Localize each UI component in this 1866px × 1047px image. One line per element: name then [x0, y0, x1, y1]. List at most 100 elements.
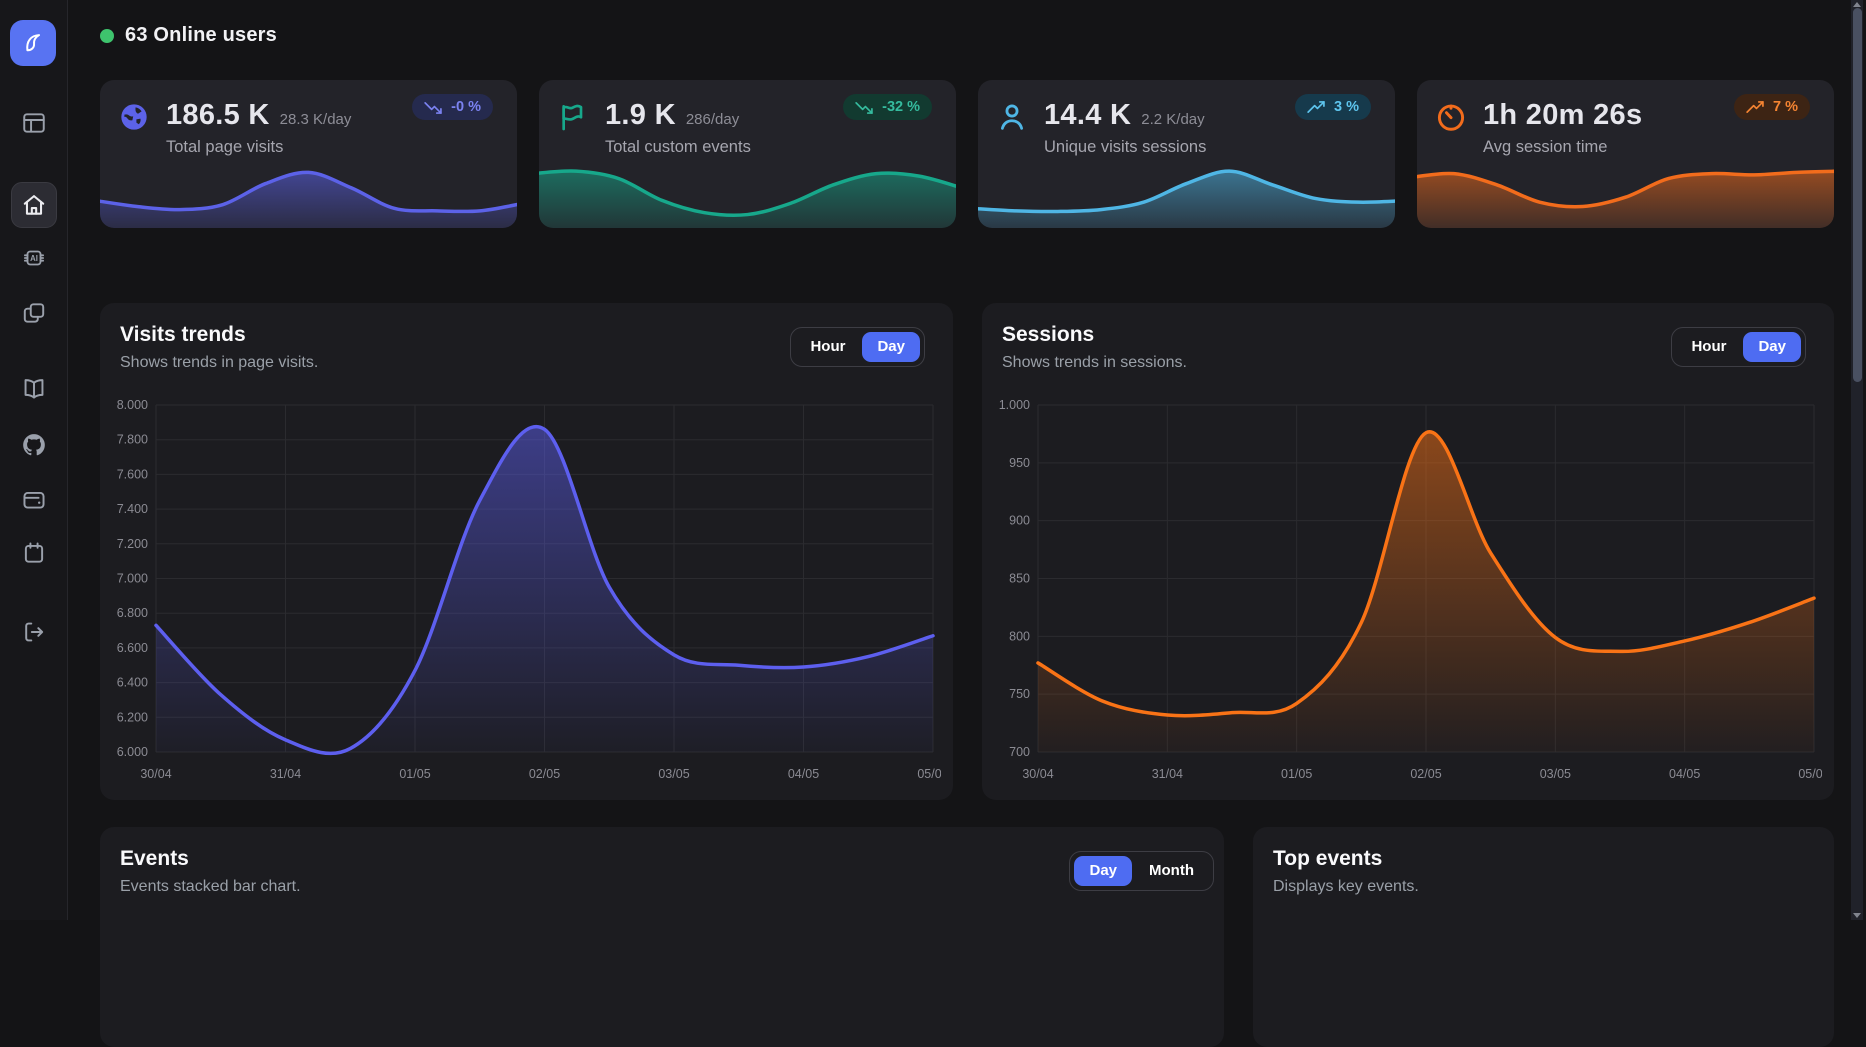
- svg-text:05/05: 05/05: [1798, 767, 1822, 781]
- stat-per-day: 2.2 K/day: [1141, 111, 1205, 128]
- svg-text:03/05: 03/05: [658, 767, 689, 781]
- svg-text:8.000: 8.000: [117, 398, 148, 412]
- stat-card-total-page-visits: 186.5 K 28.3 K/day Total page visits -0 …: [100, 80, 517, 228]
- sidebar-item-layout[interactable]: [21, 110, 47, 136]
- logout-icon: [24, 622, 43, 642]
- svg-text:05/05: 05/05: [917, 767, 941, 781]
- sidebar-item-copy[interactable]: [21, 300, 47, 326]
- stat-card-avg-session-time: 1h 20m 26s Avg session time 7 %: [1417, 80, 1834, 228]
- page-scrollbar[interactable]: [1851, 0, 1863, 920]
- sparkline-unique-sessions: [978, 152, 1395, 228]
- svg-text:30/04: 30/04: [1022, 767, 1053, 781]
- stat-card-total-custom-events: 1.9 K 286/day Total custom events -32 %: [539, 80, 956, 228]
- trend-badge-text: 3 %: [1334, 99, 1359, 115]
- sidebar-item-logout[interactable]: [21, 619, 47, 645]
- sidebar-item-home[interactable]: [10, 182, 57, 228]
- timer-icon: [1435, 101, 1467, 133]
- stat-label: Unique visits sessions: [1044, 138, 1207, 156]
- sessions-title: Sessions: [1002, 323, 1095, 346]
- visits-hour-day-toggle: Hour Day: [790, 327, 925, 367]
- svg-text:700: 700: [1009, 745, 1030, 759]
- svg-text:850: 850: [1009, 572, 1030, 586]
- sidebar-item-docs[interactable]: [21, 376, 47, 402]
- svg-text:31/04: 31/04: [1152, 767, 1183, 781]
- visits-trends-card: Visits trends Shows trends in page visit…: [100, 303, 953, 800]
- stat-value: 1.9 K: [605, 99, 676, 131]
- svg-text:950: 950: [1009, 456, 1030, 470]
- svg-text:04/05: 04/05: [788, 767, 819, 781]
- trend-badge-text: -32 %: [882, 99, 920, 115]
- svg-text:7.000: 7.000: [117, 572, 148, 586]
- toggle-option-month[interactable]: Month: [1149, 862, 1194, 879]
- trending-up-icon: [1746, 100, 1764, 113]
- home-icon: [23, 195, 44, 215]
- stat-per-day: 286/day: [685, 111, 740, 128]
- toggle-option-day[interactable]: Day: [1743, 332, 1801, 362]
- trending-down-icon: [424, 101, 442, 114]
- wallet-icon: [22, 491, 45, 509]
- sessions-subtitle: Shows trends in sessions.: [1002, 354, 1187, 371]
- sidebar-item-calendar[interactable]: [21, 540, 47, 566]
- svg-text:AI: AI: [30, 254, 38, 263]
- svg-text:02/05: 02/05: [529, 767, 560, 781]
- copy-icon: [23, 303, 44, 323]
- svg-text:7.400: 7.400: [117, 502, 148, 516]
- trend-badge-text: -0 %: [451, 99, 481, 115]
- trend-badge: 7 %: [1734, 94, 1810, 120]
- sessions-hour-day-toggle: Hour Day: [1671, 327, 1806, 367]
- svg-text:01/05: 01/05: [1281, 767, 1312, 781]
- stat-per-day: 28.3 K/day: [279, 111, 352, 128]
- online-users-label: 63 Online users: [125, 24, 277, 46]
- toggle-option-day[interactable]: Day: [1074, 856, 1133, 886]
- globe-icon: [118, 101, 150, 133]
- top-events-title: Top events: [1273, 847, 1383, 870]
- online-status-dot: [100, 28, 114, 43]
- app-logo[interactable]: [10, 20, 56, 66]
- stat-label: Total custom events: [605, 138, 751, 156]
- sparkline-avg-session: [1417, 152, 1834, 228]
- layout-icon: [22, 113, 45, 133]
- sparkline-page-visits: [100, 152, 517, 228]
- stat-label: Total page visits: [166, 138, 284, 156]
- sidebar-item-wallet[interactable]: [21, 487, 47, 513]
- scrollbar-down-arrow[interactable]: [1853, 913, 1861, 918]
- stat-label: Avg session time: [1483, 138, 1608, 156]
- svg-text:6.800: 6.800: [117, 606, 148, 620]
- svg-text:1.000: 1.000: [999, 398, 1030, 412]
- svg-text:7.200: 7.200: [117, 537, 148, 551]
- events-day-month-toggle: Day Month: [1069, 851, 1214, 891]
- stat-value: 14.4 K: [1044, 99, 1132, 131]
- sparkline-custom-events: [539, 152, 956, 228]
- toggle-option-hour[interactable]: Hour: [810, 338, 846, 355]
- scrollbar-up-arrow[interactable]: [1853, 2, 1861, 7]
- svg-text:7.800: 7.800: [117, 433, 148, 447]
- sidebar-item-ai-assistant[interactable]: AI: [21, 245, 47, 271]
- sessions-chart: 700 750 800 850 900 950 1.000 30/04 31/04 01/05 02…: [994, 393, 1830, 786]
- calendar-icon: [24, 542, 43, 563]
- svg-text:02/05: 02/05: [1410, 767, 1441, 781]
- svg-text:900: 900: [1009, 514, 1030, 528]
- scrollbar-thumb[interactable]: [1852, 8, 1862, 382]
- svg-text:750: 750: [1009, 687, 1030, 701]
- sidebar: AI: [0, 0, 68, 920]
- user-icon: [996, 101, 1028, 133]
- top-events-card: Top events Displays key events.: [1253, 827, 1834, 1047]
- top-events-subtitle: Displays key events.: [1273, 878, 1419, 895]
- events-card: Events Events stacked bar chart. Day Mont…: [100, 827, 1224, 1047]
- svg-text:04/05: 04/05: [1669, 767, 1700, 781]
- sidebar-item-github[interactable]: [21, 432, 47, 458]
- svg-text:6.600: 6.600: [117, 641, 148, 655]
- trend-badge: -0 %: [412, 94, 493, 120]
- svg-text:31/04: 31/04: [270, 767, 301, 781]
- online-users-header: 63 Online users: [100, 24, 277, 47]
- svg-text:01/05: 01/05: [399, 767, 430, 781]
- sessions-card: Sessions Shows trends in sessions. Hour D…: [982, 303, 1834, 800]
- svg-text:6.400: 6.400: [117, 676, 148, 690]
- book-open-icon: [24, 379, 43, 399]
- events-title: Events: [120, 847, 189, 870]
- toggle-option-day[interactable]: Day: [862, 332, 920, 362]
- svg-text:800: 800: [1009, 629, 1030, 643]
- trend-badge: -32 %: [843, 94, 932, 120]
- toggle-option-hour[interactable]: Hour: [1691, 338, 1727, 355]
- trending-up-icon: [1307, 100, 1325, 113]
